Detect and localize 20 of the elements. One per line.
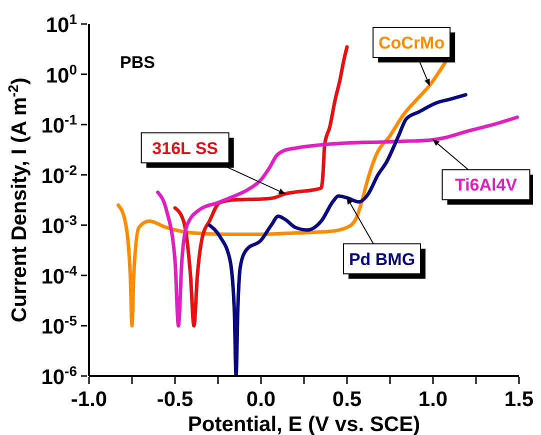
y-tick-label: 10$^{-2}$ <box>41 162 78 188</box>
y-tick-label: 10$^{-1}$ <box>41 112 78 138</box>
x-tick-label: 1.5 <box>504 388 534 411</box>
x-axis-title: Potential, E (V vs. SCE) <box>188 413 420 435</box>
annotation: PBS <box>120 53 155 72</box>
y-tick-label: 10$^{-3}$ <box>41 212 78 238</box>
y-tick-label: 10$^{-6}$ <box>41 363 78 389</box>
y-tick-label: 10$^{0}$ <box>46 61 78 88</box>
x-tick-label: -1.0 <box>70 388 108 411</box>
x-tick-label: 1.0 <box>418 388 448 411</box>
text: Ti6Al4V <box>454 176 518 195</box>
x-tick-label: 0.5 <box>332 388 362 411</box>
x-tick-label: 0.0 <box>246 388 276 411</box>
y-tick-label: 10$^{-4}$ <box>41 262 78 288</box>
text: 316L SS <box>152 138 218 158</box>
y-tick-label: 10$^{1}$ <box>46 11 78 37</box>
x-tick-label: -0.5 <box>156 388 194 411</box>
series-label: CoCrMo <box>378 33 445 52</box>
text: Pd BMG <box>348 250 416 269</box>
y-tick-label: 10$^{-5}$ <box>41 312 78 339</box>
